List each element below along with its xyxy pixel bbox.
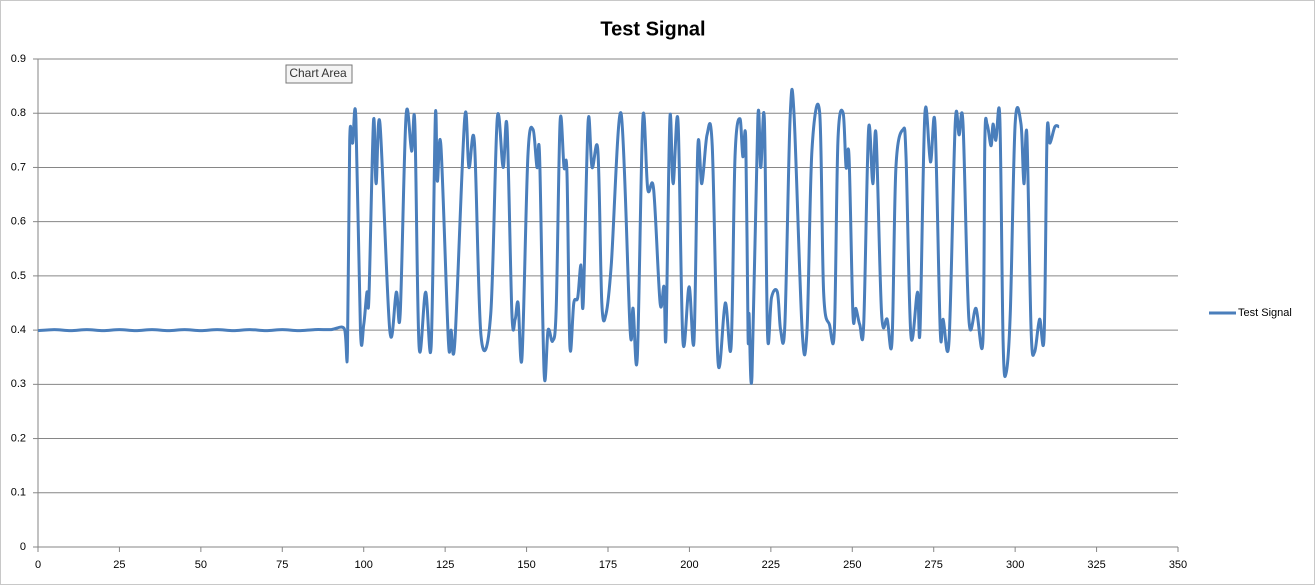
chart-title: Test Signal (600, 18, 705, 40)
x-tick-label: 325 (1087, 559, 1105, 571)
tooltip-box (285, 64, 353, 84)
legend-label: Test Signal (1238, 307, 1292, 319)
x-tick-label: 0 (35, 559, 41, 571)
x-tick-label: 150 (517, 559, 535, 571)
tooltip-text: Chart Area (289, 66, 347, 80)
x-tick-label: 225 (762, 559, 780, 571)
x-tick-label: 100 (355, 559, 373, 571)
tooltip: Chart Area (285, 64, 353, 84)
x-tick-label: 200 (680, 559, 698, 571)
y-tick-label: 0.1 (11, 487, 26, 499)
data-line (37, 87, 1060, 385)
x-tick-label: 175 (599, 559, 617, 571)
x-tick-label: 350 (1169, 559, 1187, 571)
y-tick-label: 0.2 (11, 432, 26, 444)
x-tick-label: 300 (1006, 559, 1024, 571)
y-tick-label: 0.9 (11, 53, 26, 65)
y-tick-label: 0.8 (11, 107, 26, 119)
y-tick-label: 0.5 (11, 270, 26, 282)
y-tick-label: 0.3 (11, 378, 26, 390)
x-tick-label: 75 (276, 559, 288, 571)
x-tick-label: 50 (195, 559, 207, 571)
x-tick-label: 125 (436, 559, 454, 571)
y-tick-label: 0.6 (11, 216, 26, 228)
x-tick-label: 250 (843, 559, 861, 571)
x-tick-label: 25 (113, 559, 125, 571)
y-tick-label: 0 (20, 541, 26, 553)
x-tick-label: 275 (925, 559, 943, 571)
y-tick-label: 0.4 (11, 324, 26, 336)
y-tick-label: 0.7 (11, 161, 26, 173)
